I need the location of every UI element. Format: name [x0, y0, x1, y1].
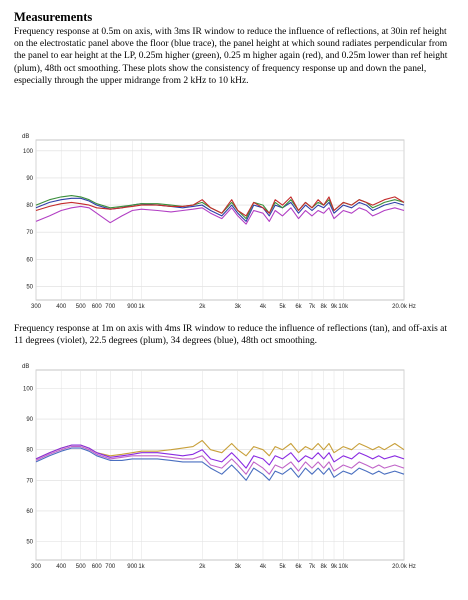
chart2-x-tick-label: 7k [309, 564, 316, 570]
chart2-x-tick-label: 900 [127, 564, 138, 570]
chart2-y-tick-label: 80 [26, 448, 33, 454]
chart2-description: Frequency response at 1m on axis with 4m… [14, 324, 448, 347]
chart1-x-tick-label: 700 [105, 304, 116, 310]
chart2-x-tick-label: 2k [199, 564, 206, 570]
chart1-x-tick-label: 500 [76, 304, 87, 310]
chart1-x-tick-label: 600 [92, 304, 103, 310]
chart2-x-tick-label: 700 [105, 564, 116, 570]
chart2-y-tick-label: 100 [23, 386, 34, 392]
chart1-x-tick-label: 4k [260, 304, 267, 310]
chart2-x-tick-label: 6k [295, 564, 302, 570]
chart1-description: Frequency response at 0.5m on axis, with… [14, 27, 448, 86]
chart2-series-2-line [35, 444, 405, 469]
chart1-y-tick-label: 50 [26, 284, 33, 290]
chart2-series-3-line [35, 446, 405, 475]
chart2-x-tick-label: 600 [92, 564, 103, 570]
chart1-y-tick-label: 90 [26, 176, 33, 182]
chart1-x-tick-label: 6k [295, 304, 302, 310]
chart2-plot-area [35, 369, 405, 561]
chart2-x-tick-label: 5k [279, 564, 286, 570]
section-heading: Measurements [14, 10, 93, 24]
chart2-x-tick-label: 10k [338, 564, 349, 570]
chart1-series-4-line [35, 205, 405, 225]
chart1-x-tick-label: 400 [56, 304, 67, 310]
chart1-x-tick-label: 8k [321, 304, 328, 310]
chart1-x-tick-label: 20.0k Hz [392, 304, 416, 310]
chart1-x-tick-label: 7k [309, 304, 316, 310]
chart1-y-axis-label: dB [22, 134, 29, 140]
chart1-y-tick-label: 80 [26, 203, 33, 209]
chart2-x-tick-label: 4k [260, 564, 267, 570]
chart1-y-tick-label: 100 [23, 149, 34, 155]
chart2-x-tick-label: 9k [331, 564, 338, 570]
chart2-x-tick-label: 1k [138, 564, 145, 570]
chart1-x-tick-label: 10k [338, 304, 349, 310]
chart1-x-tick-label: 2k [199, 304, 206, 310]
frequency-response-chart-off-axis: dB 50 60 70 80 90 100 300 400 500 600 700 900 1k 2k 3k 4… [22, 364, 416, 570]
chart1-x-tick-label: 1k [138, 304, 145, 310]
chart1-x-tick-label: 5k [279, 304, 286, 310]
chart1-x-tick-label: 9k [331, 304, 338, 310]
chart2-x-tick-label: 8k [321, 564, 328, 570]
chart1-x-tick-label: 3k [235, 304, 242, 310]
chart1-x-tick-label: 900 [127, 304, 138, 310]
frequency-response-chart-vertical: dB 50 60 70 80 90 100 300 400 500 600 700 900 1k 2k 3k 4… [22, 134, 416, 310]
chart2-y-axis-label: dB [22, 364, 29, 370]
chart2-series-4-line [35, 447, 405, 481]
chart2-y-tick-label: 70 [26, 478, 33, 484]
chart2-x-tick-label: 500 [76, 564, 87, 570]
chart1-series-3-line [35, 196, 405, 217]
chart1-plot-area [35, 139, 405, 301]
chart2-y-tick-label: 50 [26, 540, 33, 546]
chart2-y-tick-label: 60 [26, 509, 33, 515]
chart2-x-tick-label: 3k [235, 564, 242, 570]
chart2-x-tick-label: 300 [31, 564, 42, 570]
chart2-series-1-line [35, 439, 405, 460]
chart2-x-tick-label: 400 [56, 564, 67, 570]
chart1-y-tick-label: 60 [26, 257, 33, 263]
chart2-x-tick-label: 20.0k Hz [392, 564, 416, 570]
chart1-x-tick-label: 300 [31, 304, 42, 310]
chart2-y-tick-label: 90 [26, 417, 33, 423]
chart1-y-tick-label: 70 [26, 230, 33, 236]
